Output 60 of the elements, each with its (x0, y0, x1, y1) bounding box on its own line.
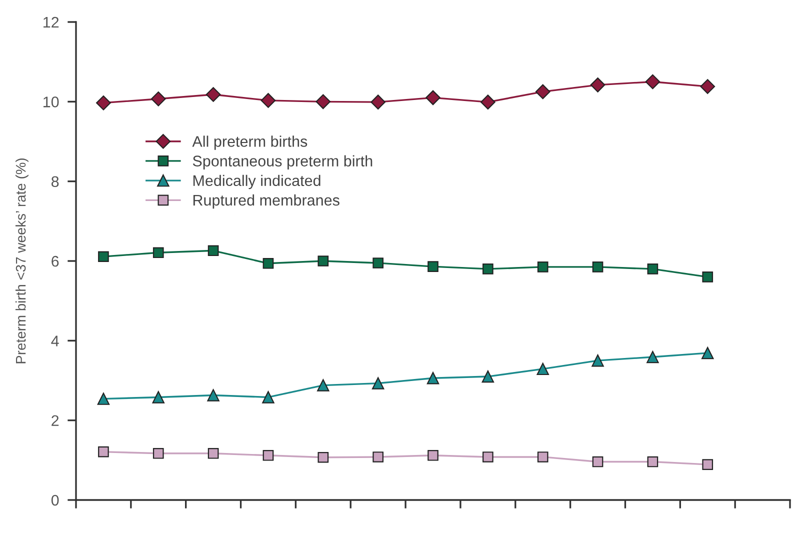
point (317, 379, 330, 392)
point (208, 448, 219, 459)
legend-label: Spontaneous preterm birth (192, 155, 372, 170)
point (150, 91, 166, 106)
legend-label: All preterm births (192, 136, 308, 150)
point (318, 452, 329, 463)
y-tick-label: 12 (44, 16, 59, 28)
legend-label: Ruptured membranes (193, 194, 340, 209)
y-tick-label: 2 (52, 415, 59, 426)
point (152, 448, 164, 459)
point (537, 452, 548, 462)
point (318, 256, 329, 266)
legend-label: Medically indicated (193, 174, 320, 190)
point (590, 78, 606, 92)
point (647, 456, 658, 468)
point (700, 79, 716, 94)
point (97, 392, 110, 405)
point (372, 377, 384, 390)
y-tick-label: 6 (52, 256, 59, 267)
point (702, 346, 714, 360)
point (592, 262, 604, 272)
point (372, 452, 384, 462)
point (206, 87, 221, 102)
point (482, 452, 494, 462)
point (428, 450, 438, 461)
point (482, 370, 494, 383)
point (536, 362, 549, 376)
point (152, 391, 164, 404)
point (702, 459, 714, 470)
y-tick-label: 10 (44, 96, 59, 108)
point (98, 446, 109, 458)
point (592, 456, 604, 468)
point (96, 95, 111, 110)
point (426, 372, 440, 384)
y-tick-label: 4 (51, 336, 59, 346)
point (428, 261, 438, 272)
point (98, 251, 109, 262)
point (426, 90, 440, 106)
point (262, 450, 274, 461)
point (262, 391, 274, 404)
point (480, 94, 496, 110)
y-tick-label: 8 (52, 176, 59, 188)
point (260, 93, 276, 108)
point (645, 74, 660, 90)
point (702, 272, 714, 282)
y-axis-title: Preterm birth <37 weeks’ rate (%) (16, 158, 28, 364)
point (262, 258, 274, 269)
point (592, 354, 604, 367)
point (482, 264, 494, 274)
point (370, 94, 386, 110)
point (207, 389, 220, 402)
y-tick-label: 0 (51, 494, 59, 506)
point (647, 264, 658, 274)
point (646, 350, 659, 364)
point (535, 84, 550, 100)
point (316, 94, 331, 110)
point (537, 262, 548, 272)
point (152, 247, 164, 258)
point (208, 245, 219, 256)
point (372, 258, 384, 268)
